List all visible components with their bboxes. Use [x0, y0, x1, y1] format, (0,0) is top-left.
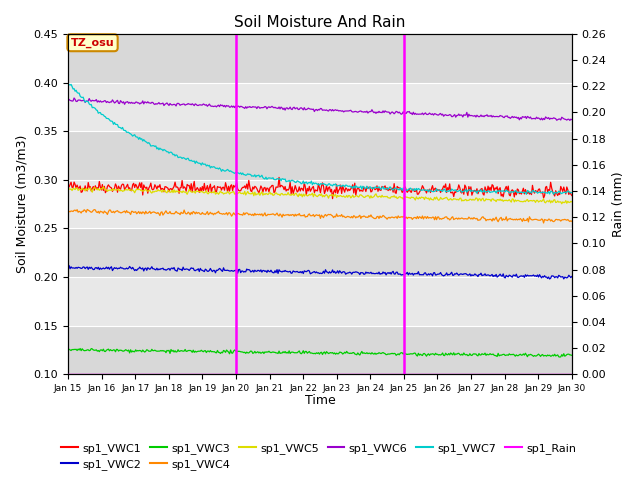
Bar: [68, 34, 572, 83]
Bar: [68, 131, 572, 180]
Bar: [68, 180, 572, 228]
Y-axis label: Rain (mm): Rain (mm): [612, 171, 625, 237]
Bar: [68, 228, 572, 277]
X-axis label: Time: Time: [305, 395, 335, 408]
Text: TZ_osu: TZ_osu: [70, 37, 115, 48]
Legend: sp1_VWC1, sp1_VWC2, sp1_VWC3, sp1_VWC4, sp1_VWC5, sp1_VWC6, sp1_VWC7, sp1_Rain: sp1_VWC1, sp1_VWC2, sp1_VWC3, sp1_VWC4, …: [57, 438, 581, 474]
Title: Soil Moisture And Rain: Soil Moisture And Rain: [234, 15, 406, 30]
Y-axis label: Soil Moisture (m3/m3): Soil Moisture (m3/m3): [15, 135, 28, 273]
Bar: [68, 325, 572, 374]
Bar: [68, 83, 572, 131]
Bar: [68, 277, 572, 325]
